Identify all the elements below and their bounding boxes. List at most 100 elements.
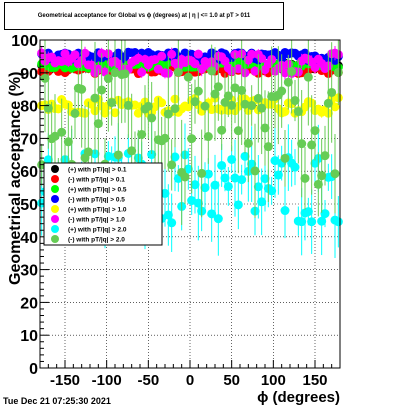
data-point: [307, 217, 317, 227]
x-tick-label: -150: [50, 372, 80, 389]
chart-title: Geometrical acceptance for Global vs ϕ (…: [37, 13, 251, 19]
data-point: [280, 153, 290, 163]
data-point: [190, 97, 200, 107]
data-point: [83, 147, 93, 157]
data-point: [213, 214, 223, 224]
data-point: [327, 87, 337, 97]
data-point: [237, 85, 247, 95]
x-axis-label: ϕ (degrees): [257, 389, 340, 406]
data-point: [197, 64, 207, 74]
data-point: [167, 49, 177, 59]
data-point: [80, 48, 90, 58]
data-point: [333, 67, 343, 77]
legend-marker: [51, 215, 59, 223]
legend-entry: (-) with pT/|q| > 2.0: [68, 237, 125, 244]
data-point: [167, 160, 177, 170]
y-tick-label: 70: [20, 131, 38, 148]
data-point: [150, 102, 160, 112]
legend-marker: [51, 205, 59, 213]
data-point: [127, 146, 137, 156]
data-point: [297, 217, 307, 227]
data-point: [53, 104, 63, 114]
data-point: [193, 49, 203, 59]
legend-entry: (+) with pT/|q| > 2.0: [68, 227, 127, 234]
legend-marker: [51, 225, 59, 233]
data-point: [147, 113, 157, 123]
data-point: [200, 183, 210, 193]
data-point: [240, 99, 250, 109]
data-point: [263, 142, 273, 152]
data-point: [207, 66, 217, 76]
data-point: [197, 168, 207, 178]
data-point: [290, 96, 300, 106]
data-point: [203, 132, 213, 142]
data-point: [223, 181, 233, 191]
data-point: [147, 150, 157, 160]
data-point: [233, 64, 243, 74]
data-point: [220, 56, 230, 66]
legend-entry: (+) with pT/|q| > 0.5: [68, 187, 127, 194]
data-point: [187, 134, 197, 144]
data-point: [237, 175, 247, 185]
data-point: [257, 103, 267, 113]
data-point: [330, 102, 340, 112]
data-point: [50, 131, 60, 141]
data-point: [183, 164, 193, 174]
data-point: [227, 100, 237, 110]
data-point: [217, 125, 227, 135]
data-point: [210, 89, 220, 99]
data-point: [120, 69, 130, 79]
data-point: [223, 91, 233, 101]
data-point: [313, 179, 323, 189]
y-tick-label: 100: [11, 33, 38, 50]
legend-entry: (+) with pT/|q| > 1.0: [68, 207, 127, 214]
data-point: [90, 93, 100, 103]
data-point: [170, 152, 180, 162]
data-point: [143, 101, 153, 111]
data-point: [163, 210, 173, 220]
data-point: [260, 123, 270, 133]
title-box: Geometrical acceptance for Global vs ϕ (…: [4, 2, 284, 30]
x-tick-label: 150: [302, 372, 327, 389]
legend-marker: [51, 175, 59, 183]
data-point: [247, 159, 257, 169]
data-point: [280, 68, 290, 78]
data-point: [267, 186, 277, 196]
data-point: [107, 98, 117, 108]
data-point: [87, 60, 97, 70]
data-point: [257, 197, 267, 207]
data-point: [103, 151, 113, 161]
data-point: [93, 119, 103, 129]
data-point: [77, 84, 87, 94]
legend-marker: [51, 165, 59, 173]
data-point: [190, 180, 200, 190]
data-point: [153, 64, 163, 74]
legend-entry: (-) with pT/|q| > 1.0: [68, 217, 125, 224]
data-point: [123, 100, 133, 110]
data-point: [43, 155, 53, 165]
data-point: [220, 173, 230, 183]
data-point: [110, 108, 120, 118]
x-tick-label: -100: [92, 372, 122, 389]
y-tick-label: 10: [20, 328, 38, 345]
data-point: [303, 207, 313, 217]
data-point: [200, 101, 210, 111]
data-point: [100, 108, 110, 118]
data-point: [213, 82, 223, 92]
data-point: [167, 218, 177, 228]
x-tick-label: -50: [137, 372, 159, 389]
data-point: [303, 72, 313, 82]
data-point: [57, 127, 67, 137]
data-point: [257, 54, 267, 64]
y-tick-label: 60: [20, 164, 38, 181]
data-point: [243, 138, 253, 148]
axes: -150 -100 -50 0 50 100 150 0 10 20 30 40 50 60 70 80 90 1…: [11, 33, 333, 389]
data-point: [253, 182, 263, 192]
legend: (+) with pT/|q| > 0.1 (-) with pT/|q| > 0…: [43, 162, 163, 246]
data-point: [273, 170, 283, 180]
data-point: [193, 198, 203, 208]
data-point: [137, 67, 147, 77]
y-tick-label: 50: [20, 197, 38, 214]
data-point: [277, 86, 287, 96]
